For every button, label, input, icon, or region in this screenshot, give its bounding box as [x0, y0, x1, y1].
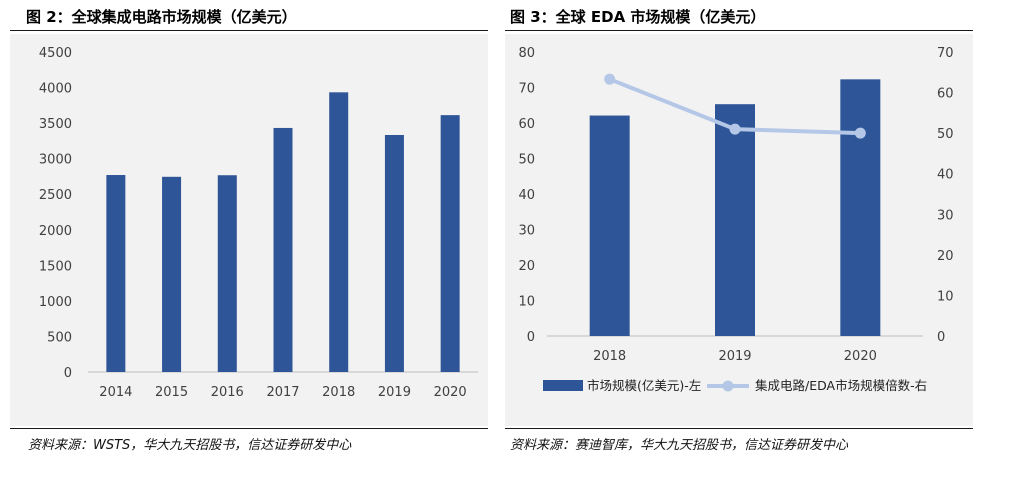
right-bottom-rule — [505, 428, 973, 429]
left-title-rule — [10, 30, 488, 31]
left-chart-area: 0 500 1000 1500 2000 2500 3000 3500 4000 4500 2014… — [10, 34, 488, 426]
legend-bar-label: 市场规模(亿美元)-左 — [587, 378, 701, 393]
bar-2019 — [715, 104, 755, 336]
y-right-tick-label: 10 — [937, 289, 954, 304]
legend-bar-swatch — [543, 380, 583, 391]
y-left-tick-label: 50 — [518, 153, 535, 168]
left-source-note: 资料来源：WSTS，华大九天招股书，信达证券研发中心 — [28, 438, 352, 453]
y-right-tick-label: 40 — [937, 168, 954, 183]
x-tick-label: 2015 — [155, 385, 188, 400]
y-tick-label: 2500 — [39, 188, 72, 203]
bar-2020 — [440, 115, 460, 372]
bar-2015 — [162, 176, 182, 372]
legend-line-label: 集成电路/EDA市场规模倍数-右 — [755, 378, 927, 393]
left-bottom-rule — [10, 428, 488, 429]
bar-2020 — [840, 79, 881, 337]
y-tick-label: 3000 — [39, 153, 72, 168]
y-right-tick-label: 30 — [937, 208, 954, 223]
bar-2018 — [589, 115, 630, 336]
bar-2016 — [217, 175, 237, 372]
y-tick-label: 2000 — [39, 224, 72, 239]
ratio-point — [854, 127, 866, 139]
x-tick-label: 2018 — [322, 385, 355, 400]
x-tick-label: 2016 — [211, 385, 244, 400]
ic-market-bar-chart: 0 500 1000 1500 2000 2500 3000 3500 4000 4500 2014… — [39, 46, 478, 400]
x-tick-label: 2019 — [718, 349, 751, 364]
ratio-point — [604, 73, 616, 85]
y-left-tick-label: 40 — [518, 188, 535, 203]
y-left-tick-label: 30 — [518, 224, 535, 239]
right-chart-title: 图 3：全球 EDA 市场规模（亿美元） — [510, 8, 766, 26]
y-tick-label: 3500 — [39, 117, 72, 132]
y-right-tick-label: 60 — [937, 87, 954, 102]
y-tick-label: 4500 — [39, 46, 72, 61]
y-right-tick-label: 0 — [937, 330, 945, 345]
y-right-tick-label: 20 — [937, 249, 954, 264]
y-tick-label: 1000 — [39, 295, 72, 310]
y-left-tick-label: 60 — [518, 117, 535, 132]
y-tick-label: 4000 — [39, 82, 72, 97]
y-left-tick-label: 70 — [518, 82, 535, 97]
x-tick-label: 2020 — [434, 385, 467, 400]
bar-2018 — [329, 92, 349, 372]
bar-2019 — [384, 134, 404, 372]
y-left-tick-label: 80 — [518, 46, 535, 61]
legend-line-marker — [722, 380, 734, 392]
right-chart-area: 0 10 20 30 40 50 60 70 80 0 10 20 30 40 50 60 70 2018 2019… — [505, 34, 973, 426]
y-tick-label: 500 — [47, 330, 72, 345]
x-tick-label: 2020 — [844, 349, 877, 364]
bar-2017 — [273, 127, 293, 373]
y-left-tick-label: 20 — [518, 259, 535, 274]
ratio-point — [729, 123, 741, 135]
x-tick-label: 2014 — [99, 385, 132, 400]
y-right-tick-label: 70 — [937, 46, 954, 61]
bar-2014 — [106, 175, 126, 372]
x-tick-label: 2017 — [266, 385, 299, 400]
x-tick-label: 2018 — [593, 349, 626, 364]
y-left-tick-label: 0 — [527, 330, 535, 345]
y-right-tick-label: 50 — [937, 127, 954, 142]
y-tick-label: 1500 — [39, 259, 72, 274]
y-tick-label: 0 — [64, 366, 72, 381]
right-source-note: 资料来源：赛迪智库，华大九天招股书，信达证券研发中心 — [510, 438, 849, 453]
right-title-rule — [505, 30, 973, 31]
left-chart-title: 图 2：全球集成电路市场规模（亿美元） — [26, 8, 297, 26]
y-left-tick-label: 10 — [518, 295, 535, 310]
x-tick-label: 2019 — [378, 385, 411, 400]
eda-market-combo-chart: 0 10 20 30 40 50 60 70 80 0 10 20 30 40 50 60 70 2018 2019… — [518, 46, 954, 393]
